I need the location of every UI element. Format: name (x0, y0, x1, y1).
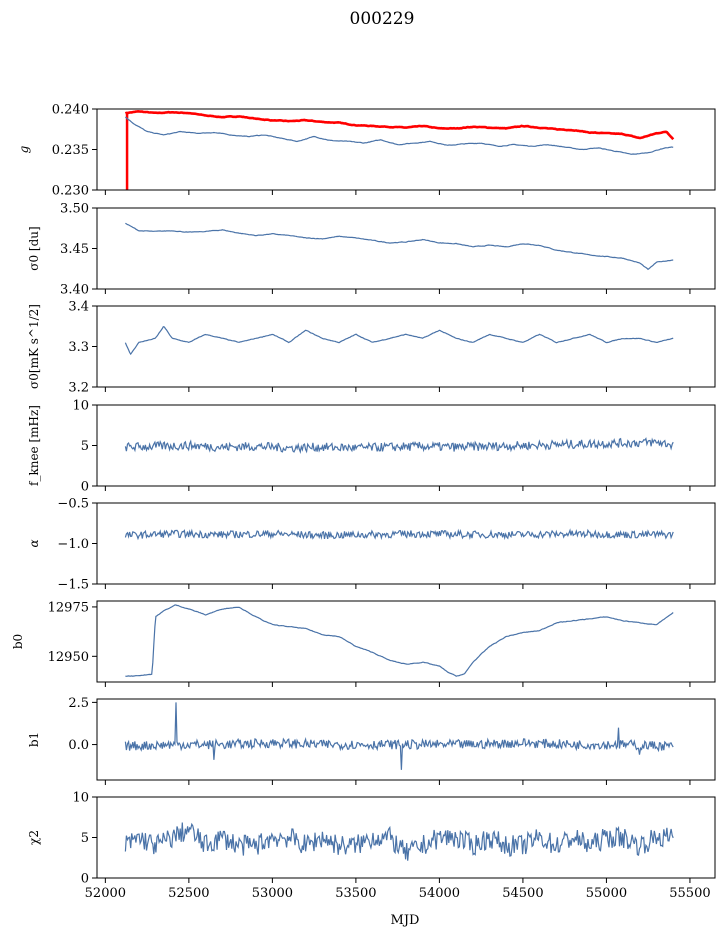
panel-frame (96, 502, 716, 585)
panel-6: 12950 12975 b0 (11, 600, 716, 687)
x-tick-label: 52500 (168, 886, 209, 901)
y-tick-label: 3.2 (68, 381, 89, 396)
y-axis-label: σ0 [du] (27, 226, 41, 270)
y-axis-label: g (17, 145, 31, 153)
figure-title: 000229 (350, 9, 415, 29)
series-line-1 (124, 437, 674, 454)
y-axis-label: α (27, 539, 41, 547)
y-tick-label: 0.0 (68, 738, 89, 753)
panel-4: 0 5 10 f_knee [mHz] (27, 399, 716, 495)
panel-3: 3.2 3.3 3.4 σ0[mK s^1/2] (27, 300, 716, 396)
panel-frame (96, 600, 716, 683)
y-tick-label: 0 (81, 480, 89, 495)
y-tick-label: 0.230 (52, 184, 89, 199)
series-line-1 (124, 528, 674, 541)
panel-2: 3.40 3.45 3.50 σ0 [du] (27, 202, 716, 298)
series-line-1 (124, 325, 674, 356)
panel-frame (96, 108, 716, 191)
y-axis-label: f_knee [mHz] (27, 405, 41, 486)
series-line-1 (124, 109, 675, 141)
y-tick-label: 2.5 (68, 696, 89, 711)
y-tick-label: 3.40 (60, 283, 89, 298)
y-tick-label: 3.3 (68, 340, 89, 355)
y-axis-label: b0 (11, 634, 25, 649)
y-axis-label: σ0[mK s^1/2] (27, 304, 41, 389)
y-tick-label: 3.50 (60, 202, 89, 217)
x-tick-label: 53000 (252, 886, 293, 901)
y-axis-label: χ2 (27, 830, 41, 845)
series-line-1 (124, 822, 674, 861)
y-tick-label: 0.240 (52, 103, 89, 118)
series-line-1 (125, 222, 674, 271)
y-tick-label: −0.5 (57, 497, 89, 512)
y-tick-label: 3.45 (60, 242, 89, 257)
panel-frame (96, 698, 716, 781)
series-line-1 (124, 702, 674, 770)
panel-frame (96, 305, 716, 388)
series-line-1 (125, 604, 674, 677)
y-tick-label: 10 (72, 791, 89, 806)
y-tick-label: 5 (81, 831, 89, 846)
y-tick-label: 12975 (48, 600, 89, 615)
panel-7: 0.0 2.5 b1 (27, 696, 716, 785)
y-tick-label: −1.0 (57, 537, 89, 552)
panel-frame (96, 207, 716, 290)
series-line-2 (124, 116, 674, 155)
panel-8: 0 5 10 52000 52500 53000 53500 54000 54500 55000 5… (27, 791, 716, 901)
y-tick-label: 5 (81, 439, 89, 454)
y-tick-label: 3.4 (68, 300, 89, 315)
x-tick-label: 55500 (669, 886, 710, 901)
y-tick-label: −1.5 (57, 578, 89, 593)
y-axis-label: b1 (27, 732, 41, 747)
y-tick-label: 0.235 (52, 143, 89, 158)
x-axis-label: MJD (391, 913, 420, 928)
y-tick-label: 12950 (48, 650, 89, 665)
panel-1: 0.230 0.235 0.240 g (17, 103, 716, 199)
x-tick-label: 54000 (419, 886, 460, 901)
x-tick-label: 54500 (502, 886, 543, 901)
x-tick-label: 53500 (335, 886, 376, 901)
x-tick-label: 55000 (586, 886, 627, 901)
panel-5: −1.5 −1.0 −0.5 α (27, 497, 716, 593)
x-tick-label: 52000 (85, 886, 126, 901)
y-tick-label: 0 (81, 872, 89, 887)
y-tick-label: 10 (72, 399, 89, 414)
